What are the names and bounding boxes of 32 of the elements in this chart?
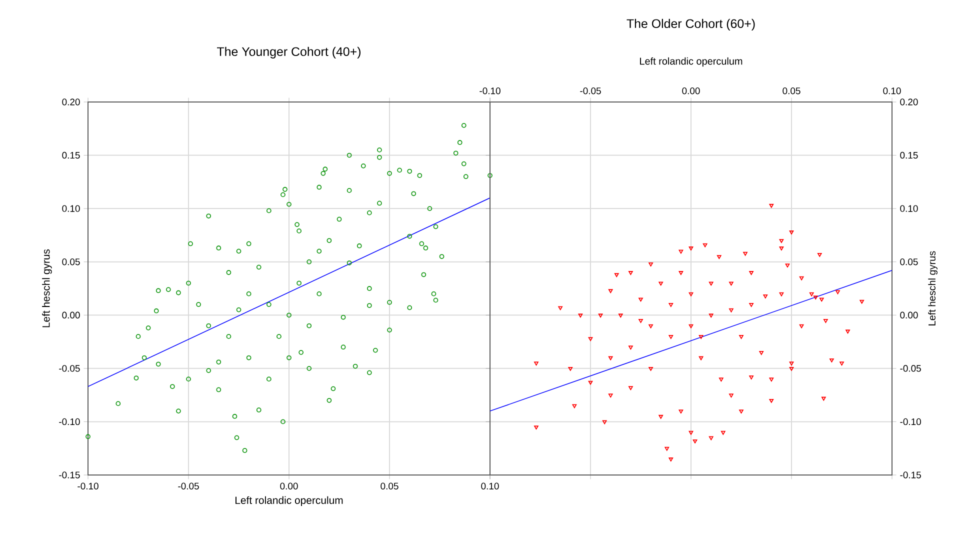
x-tick-label: 0.05 bbox=[782, 88, 800, 94]
x-axis-title: Left rolandic operculum bbox=[640, 57, 742, 67]
x-tick-label: 0.05 bbox=[380, 482, 398, 490]
chart-title: The Older Cohort (60+) bbox=[626, 18, 755, 30]
y-axis-title: Left heschl gyrus bbox=[42, 249, 52, 328]
y-tick-label: 0.05 bbox=[900, 258, 918, 266]
x-tick-label: 0.10 bbox=[883, 88, 901, 94]
y-tick-label: 0.20 bbox=[900, 98, 918, 106]
y-tick-label: 0.00 bbox=[900, 312, 918, 318]
y-axis-title: Left heschl gyrus bbox=[928, 251, 938, 326]
y-tick-label: 0.15 bbox=[900, 152, 918, 159]
y-tick-label: -0.10 bbox=[900, 418, 921, 426]
y-tick-label: -0.10 bbox=[59, 418, 80, 426]
y-tick-label: -0.15 bbox=[900, 472, 921, 478]
y-tick-label: -0.15 bbox=[59, 472, 80, 478]
y-tick-label: -0.05 bbox=[900, 365, 921, 372]
y-tick-label: 0.15 bbox=[62, 152, 80, 159]
y-tick-label: 0.20 bbox=[62, 98, 80, 106]
y-tick-label: 0.10 bbox=[900, 205, 918, 212]
x-tick-label: -0.05 bbox=[178, 482, 199, 490]
x-axis-title: Left rolandic operculum bbox=[236, 496, 343, 506]
x-tick-label: -0.10 bbox=[480, 88, 500, 94]
x-tick-label: -0.10 bbox=[78, 482, 98, 490]
x-tick-label: 0.10 bbox=[481, 482, 499, 490]
x-tick-label: -0.05 bbox=[580, 88, 601, 94]
y-tick-label: 0.00 bbox=[62, 312, 80, 318]
chart-title: The Younger Cohort (40+) bbox=[217, 46, 360, 58]
y-tick-label: 0.10 bbox=[62, 205, 80, 212]
x-tick-label: 0.00 bbox=[280, 482, 298, 490]
y-tick-label: 0.05 bbox=[62, 258, 80, 266]
x-tick-label: 0.00 bbox=[682, 88, 700, 94]
y-tick-label: -0.05 bbox=[59, 365, 80, 372]
